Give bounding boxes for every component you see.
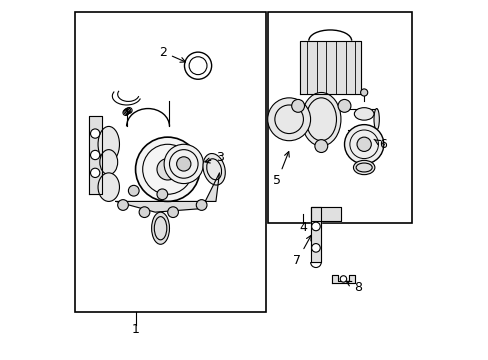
Circle shape [139,207,149,217]
Text: 5: 5 [273,152,289,187]
Circle shape [128,185,139,196]
Circle shape [167,207,178,217]
Circle shape [176,157,190,171]
Ellipse shape [203,153,225,185]
Ellipse shape [353,160,374,175]
Text: 8: 8 [346,281,361,294]
Polygon shape [310,207,321,262]
Circle shape [157,158,178,180]
Polygon shape [310,207,340,221]
Text: 2: 2 [159,46,185,62]
Circle shape [360,89,367,96]
Circle shape [340,276,346,282]
Text: 7: 7 [293,235,310,267]
Ellipse shape [301,93,340,146]
Polygon shape [331,275,354,283]
Circle shape [337,99,350,112]
Ellipse shape [98,126,119,162]
Circle shape [344,125,383,164]
Text: 1: 1 [131,323,139,336]
Text: 6: 6 [373,139,386,152]
Ellipse shape [373,109,379,130]
Circle shape [135,137,200,202]
Circle shape [90,129,100,138]
Text: 4: 4 [299,221,307,234]
Circle shape [314,140,327,153]
Text: 3: 3 [204,151,224,165]
Polygon shape [299,41,360,94]
Circle shape [356,137,370,152]
Circle shape [164,144,203,184]
Ellipse shape [100,150,118,175]
Polygon shape [89,116,102,194]
Circle shape [90,168,100,177]
Circle shape [184,52,211,79]
Circle shape [90,150,100,159]
Ellipse shape [98,173,119,202]
Polygon shape [116,173,219,212]
Circle shape [291,99,304,112]
Circle shape [311,222,320,231]
Ellipse shape [354,108,373,120]
Ellipse shape [151,212,169,244]
Circle shape [118,200,128,210]
Circle shape [196,200,206,210]
Circle shape [311,244,320,252]
Circle shape [157,189,167,200]
Circle shape [267,98,310,141]
